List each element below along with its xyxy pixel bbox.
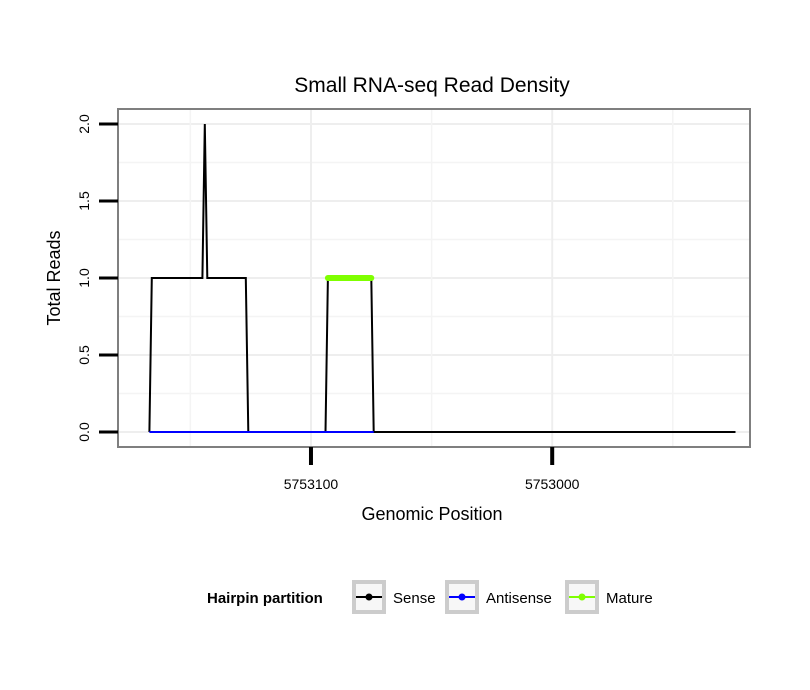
y-tick-label: 0.0 xyxy=(76,422,92,442)
legend-label-antisense: Antisense xyxy=(486,590,552,607)
y-axis-title: Total Reads xyxy=(44,230,64,325)
legend-key-box xyxy=(352,580,386,614)
legend-label-sense: Sense xyxy=(393,590,436,607)
legend-key-marker xyxy=(578,593,586,601)
chart-title: Small RNA-seq Read Density xyxy=(294,74,570,97)
legend-label-mature: Mature xyxy=(606,590,653,607)
axes: 0.0 0.5 1.0 1.5 2.0 5753100 5753000 xyxy=(76,114,580,492)
legend-key-marker xyxy=(458,593,466,601)
series-layer xyxy=(148,123,736,433)
legend-title: Hairpin partition xyxy=(207,590,323,607)
y-tick-label: 1.0 xyxy=(76,268,92,288)
x-axis-title: Genomic Position xyxy=(361,504,502,524)
x-tick-label: 5753000 xyxy=(525,476,580,492)
y-tick-label: 2.0 xyxy=(76,114,92,134)
legend-key-marker xyxy=(365,593,373,601)
y-tick-label: 0.5 xyxy=(76,345,92,365)
y-tick-label: 1.5 xyxy=(76,191,92,211)
legend: Hairpin partition Sense Antisense Mature xyxy=(207,580,653,614)
x-tick-label: 5753100 xyxy=(284,476,339,492)
